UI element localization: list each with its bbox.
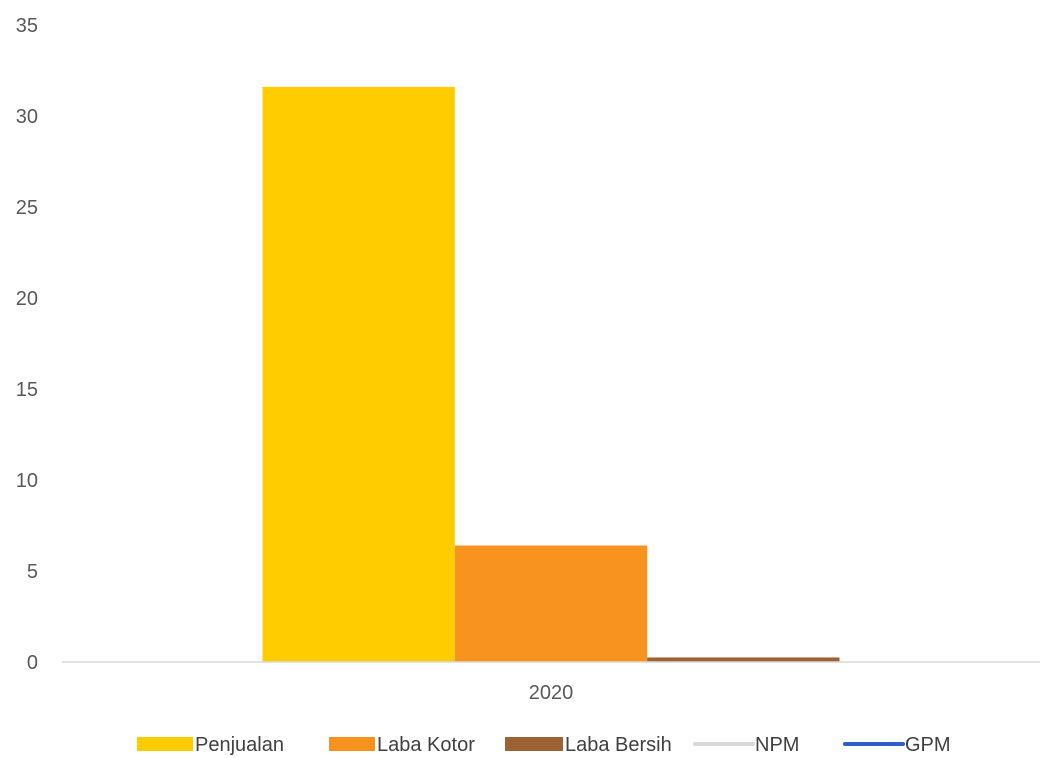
y-tick-label: 10 (16, 470, 38, 492)
bar-penjualan (262, 86, 455, 662)
legend-swatch-penjualan (137, 737, 193, 751)
bar-laba-kotor (454, 545, 648, 662)
y-tick-label: 15 (16, 379, 38, 401)
y-tick-label: 30 (16, 106, 38, 128)
bar-laba-bersih (647, 657, 840, 662)
y-tick-label: 35 (16, 15, 38, 37)
bars (262, 86, 840, 662)
legend-swatch-laba-bersih (505, 737, 563, 751)
x-category-label: 2020 (529, 682, 574, 704)
y-tick-label: 5 (27, 561, 38, 583)
y-tick-label: 20 (16, 288, 38, 310)
y-axis-tick-labels: 0 5 10 15 20 25 30 35 (16, 15, 38, 674)
legend-swatch-laba-kotor (329, 737, 375, 751)
legend-label-gpm: GPM (905, 734, 951, 756)
x-axis-category-labels: 2020 (529, 682, 574, 704)
y-tick-label: 0 (27, 652, 38, 674)
legend: Penjualan Laba Kotor Laba Bersih NPM GPM (137, 734, 951, 756)
legend-label-laba-bersih: Laba Bersih (565, 734, 672, 756)
legend-label-penjualan: Penjualan (195, 734, 284, 756)
legend-label-npm: NPM (755, 734, 799, 756)
y-tick-label: 25 (16, 197, 38, 219)
legend-label-laba-kotor: Laba Kotor (377, 734, 475, 756)
